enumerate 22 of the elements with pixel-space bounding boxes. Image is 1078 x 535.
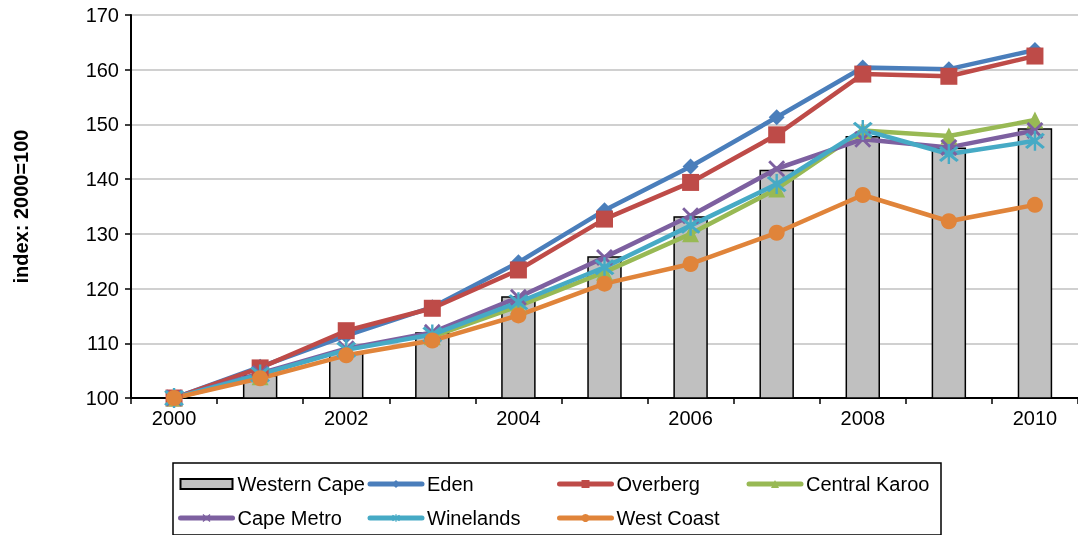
x-tick-label: 2000 — [151, 407, 197, 429]
y-tick-label: 170 — [85, 4, 119, 26]
y-tick-label: 160 — [85, 58, 119, 81]
y-tick-label: 120 — [85, 277, 119, 300]
legend-label: Cape Metro — [237, 507, 342, 529]
legend-label: Winelands — [427, 507, 521, 529]
y-tick-label: 130 — [85, 222, 119, 245]
y-tick-label: 110 — [87, 332, 119, 355]
y-axis-title: index: 2000=100 — [10, 129, 32, 284]
legend-label: Central Karoo — [806, 473, 930, 495]
x-tick-label: 2004 — [496, 407, 541, 429]
legend-label: West Coast — [616, 507, 720, 529]
x-tick-label: 2010 — [1012, 407, 1058, 429]
legend-label: Western Cape — [237, 473, 365, 495]
y-tick-label: 140 — [85, 168, 119, 191]
x-tick-label: 2008 — [840, 407, 886, 429]
legend-label: Overberg — [616, 473, 700, 495]
legend-label: Eden — [427, 473, 474, 495]
y-tick-label: 150 — [85, 113, 119, 136]
y-tick-label: 100 — [85, 387, 119, 409]
x-tick-label: 2002 — [323, 407, 369, 429]
x-tick-label: 2006 — [668, 407, 713, 429]
